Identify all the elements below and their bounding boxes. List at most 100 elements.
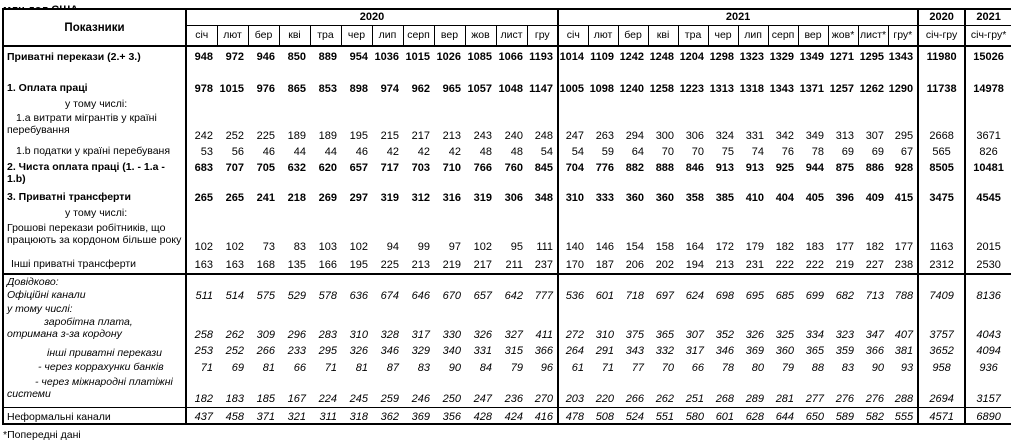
value-cell: 306: [504, 192, 523, 204]
value-cell: 95: [510, 241, 523, 253]
value-cell: 80: [751, 362, 765, 374]
value-cell: 99: [417, 241, 430, 253]
value-cell: [248, 273, 279, 288]
value-cell: 349: [805, 130, 825, 142]
value-cell: 42: [417, 146, 430, 158]
value-cell: 717: [380, 162, 399, 174]
value-cell: 1343: [769, 83, 795, 95]
value-cell: 164: [685, 241, 705, 253]
value-cell: 237: [534, 259, 554, 271]
value-cell: [618, 273, 649, 288]
value-cell: 319: [380, 192, 399, 204]
value-cell: 225: [380, 259, 399, 271]
value-cell: 319: [473, 192, 492, 204]
value-cell: 179: [745, 241, 765, 253]
month-header: січ: [557, 24, 589, 47]
value-cell: 281: [775, 392, 795, 405]
value-cell: 365: [805, 345, 825, 357]
year-header: 2021: [557, 8, 919, 26]
value-cell: 644: [768, 406, 799, 424]
value-cell: 925: [775, 162, 795, 174]
value-cell: 369: [745, 345, 765, 357]
value-cell: 1242: [619, 51, 645, 63]
value-cell: 948: [194, 51, 213, 63]
value-cell: 331: [473, 345, 492, 357]
value-cell: 713: [865, 290, 885, 302]
value-cell: 508: [588, 406, 619, 424]
row-u-tomu-chysli: у тому числі:: [3, 302, 1011, 315]
value-cell: 217: [411, 130, 430, 142]
value-cell: 650: [798, 406, 829, 424]
row-label: у тому числі:: [7, 303, 73, 315]
value-cell: 407: [894, 329, 914, 341]
value-cell: 97: [448, 241, 461, 253]
value-cell: 882: [625, 162, 645, 174]
value-cell: 1193: [529, 51, 554, 63]
value-cell: [828, 273, 859, 288]
row-label: 3. Приватні трансферти: [7, 191, 131, 203]
value-cell: 1248: [649, 51, 675, 63]
value-cell: 788: [894, 290, 914, 302]
value-cell: 183: [225, 392, 244, 405]
value-cell: 845: [534, 162, 554, 174]
value-cell: 90: [871, 362, 885, 374]
value-cell: 74: [751, 146, 765, 158]
row-zarobitna-plata: заробітна плата, отримана з-за кордону 25…: [3, 315, 1011, 343]
value-cell: 251: [685, 392, 705, 405]
row-label-cell: інші приватні перекази: [3, 343, 187, 360]
value-cell: [372, 273, 403, 288]
value-cell: 601: [708, 406, 739, 424]
value-cell: 624: [685, 290, 705, 302]
value-cell: 385: [715, 192, 735, 204]
row-chysta-oplata: 2. Чиста оплата праці (1. - 1.a - 1.b) 68…: [3, 160, 1011, 190]
value-cell: 288: [894, 392, 914, 405]
value-cell: 632: [287, 162, 306, 174]
value-cell: 300: [655, 130, 675, 142]
value-cell: 695: [745, 290, 765, 302]
value-cell: 94: [386, 241, 399, 253]
value-cell: 458: [217, 406, 248, 424]
value-cell: 177: [894, 241, 914, 253]
value-cell: 224: [318, 392, 337, 405]
total-cell: 936: [964, 360, 1011, 375]
value-cell: 93: [900, 362, 914, 374]
value-cell: 263: [595, 130, 615, 142]
value-cell: 64: [631, 146, 645, 158]
value-cell: 396: [835, 192, 855, 204]
value-cell: 277: [805, 392, 825, 405]
value-cell: [310, 273, 341, 288]
value-cell: 54: [557, 144, 589, 160]
value-cell: 360: [655, 192, 675, 204]
row-label: Грошові перекази робітників, що працюють…: [7, 222, 182, 246]
value-cell: 601: [595, 290, 615, 302]
value-cell: 218: [287, 192, 306, 204]
value-cell: 70: [661, 146, 675, 158]
row-oplata-praci: 1. Оплата праці у тому числі: 978 1015 976 86…: [3, 81, 1011, 111]
value-cell: 265: [225, 192, 244, 204]
value-cell: 310: [557, 190, 589, 221]
value-cell: 777: [534, 290, 554, 302]
value-cell: 1005: [557, 81, 589, 111]
value-cell: 898: [349, 83, 368, 95]
value-cell: 766: [473, 162, 492, 174]
value-cell: 381: [894, 345, 914, 357]
value-cell: 289: [745, 392, 765, 405]
value-cell: 53: [200, 146, 213, 158]
row-label-cell: 3. Приватні трансферти у тому числі:: [3, 190, 187, 221]
value-cell: 317: [411, 329, 430, 341]
value-cell: 340: [442, 345, 461, 357]
remittances-table: Показники 2020 2021 2020 2021 січ лют бер кві тра…: [2, 8, 1011, 425]
value-cell: 356: [434, 406, 465, 424]
value-cell: [403, 273, 434, 288]
value-cell: [888, 273, 919, 288]
value-cell: 311: [310, 406, 341, 424]
value-cell: 718: [625, 290, 645, 302]
value-cell: 46: [262, 146, 275, 158]
value-cell: 163: [194, 259, 213, 271]
value-cell: 194: [685, 259, 705, 271]
total-cell: 4094: [964, 343, 1011, 360]
row-dovidkovo: Довідково:: [3, 273, 1011, 288]
value-cell: 1147: [529, 83, 554, 95]
value-cell: [557, 273, 589, 288]
value-cell: 213: [411, 259, 430, 271]
